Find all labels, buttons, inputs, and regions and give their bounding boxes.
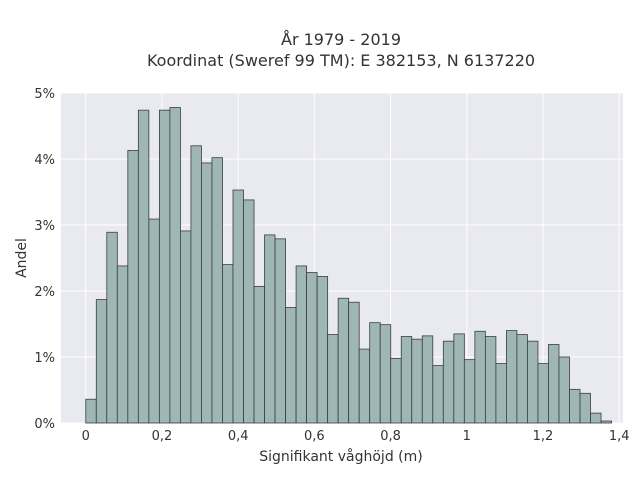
histogram-bar — [106, 231, 118, 424]
x-axis-title: Signifikant våghöjd (m) — [259, 448, 422, 465]
histogram-bar — [222, 264, 234, 424]
histogram-bar — [548, 344, 560, 424]
histogram-bar — [474, 330, 486, 424]
y-tick-label: 1% — [34, 351, 55, 366]
y-tick-label: 2% — [34, 285, 55, 300]
histogram-bar — [348, 301, 360, 424]
histogram-bar — [306, 272, 318, 424]
histogram-bar — [95, 299, 108, 424]
histogram-bar — [495, 363, 507, 424]
bar-layer — [85, 107, 612, 424]
chart-title: År 1979 - 2019 — [281, 30, 401, 49]
chart-subtitle: Koordinat (Sweref 99 TM): E 382153, N 61… — [147, 51, 535, 70]
tick-layer: 0 0,2 0,4 0,6 0,8 1 1,2 1,4 0% 1% 2% 3% 4% 5% — [34, 87, 629, 444]
histogram-bar — [442, 340, 455, 424]
histogram-bar — [453, 333, 465, 424]
histogram-bar — [358, 348, 371, 424]
histogram-bar — [463, 359, 476, 424]
histogram-bar — [432, 365, 444, 424]
x-tick-label: 0,6 — [304, 429, 325, 444]
histogram-bar — [506, 330, 518, 424]
histogram-bar — [590, 412, 602, 424]
x-tick-label: 0,2 — [152, 429, 173, 444]
histogram-bar — [327, 334, 339, 424]
histogram-bar — [295, 265, 308, 424]
y-axis-title: Andel — [14, 238, 30, 278]
histogram-bar — [285, 307, 297, 424]
y-tick-label: 3% — [34, 219, 55, 234]
histogram-bar — [253, 285, 265, 424]
histogram-bar — [600, 420, 612, 424]
histogram-bar — [569, 388, 581, 424]
histogram-bar — [116, 265, 129, 424]
histogram-bar — [558, 356, 570, 424]
histogram-bar — [337, 297, 350, 424]
histogram-bar — [390, 357, 402, 424]
histogram-bar — [400, 336, 413, 424]
x-tick-label: 1 — [463, 429, 471, 444]
x-tick-label: 1,2 — [533, 429, 554, 444]
histogram-bar — [201, 162, 213, 424]
histogram-bar — [158, 109, 171, 424]
x-tick-label: 0 — [82, 429, 90, 444]
histogram-bar — [421, 335, 434, 424]
histogram-bar — [369, 322, 381, 424]
histogram-bar — [316, 276, 329, 424]
histogram-bar — [190, 145, 202, 424]
x-tick-label: 0,8 — [380, 429, 401, 444]
histogram-bar — [180, 230, 192, 424]
histogram-bar — [274, 238, 286, 424]
x-tick-label: 1,4 — [609, 429, 630, 444]
y-tick-label: 5% — [34, 87, 55, 102]
histogram-bar — [148, 218, 160, 424]
histogram-bar — [85, 398, 97, 424]
histogram-bar — [169, 107, 181, 424]
histogram-bar — [127, 150, 139, 424]
histogram-bar — [232, 189, 244, 424]
histogram-bar — [243, 199, 255, 424]
histogram-bar — [379, 324, 392, 424]
histogram-bar — [579, 392, 591, 424]
histogram-bar — [137, 109, 150, 424]
histogram-bar — [211, 157, 223, 424]
histogram-bar — [264, 234, 276, 424]
histogram-bar — [516, 334, 528, 424]
histogram-bar — [537, 363, 549, 424]
histogram-bar — [411, 338, 423, 424]
y-tick-label: 4% — [34, 153, 55, 168]
histogram-bar — [527, 340, 539, 424]
histogram-bar — [484, 336, 497, 424]
y-tick-label: 0% — [34, 417, 55, 432]
x-tick-label: 0,4 — [228, 429, 249, 444]
